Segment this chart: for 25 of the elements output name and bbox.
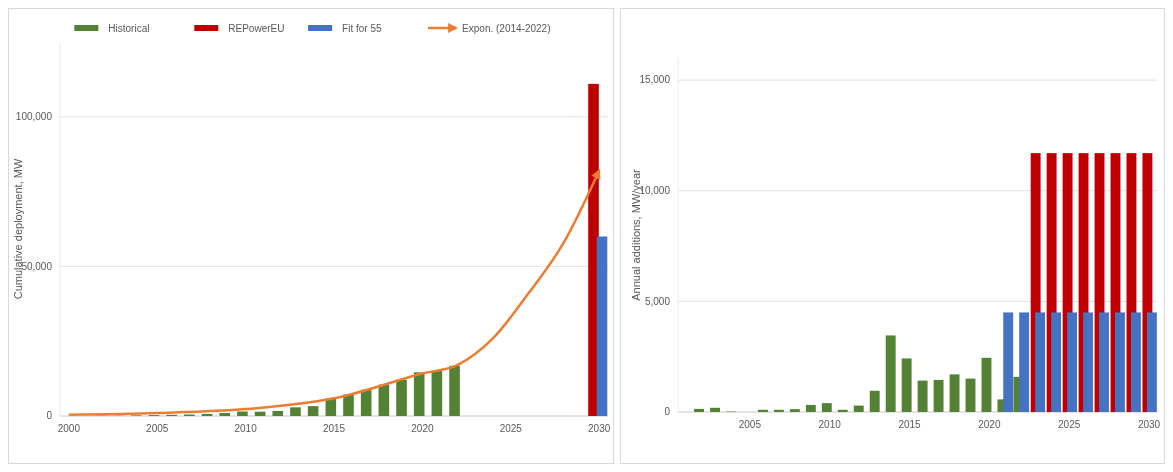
legend-label: Historical: [108, 22, 150, 34]
x-tick-label: 2015: [898, 419, 922, 430]
x-tick-label: 2025: [499, 423, 523, 434]
x-tick-label: 2005: [146, 423, 169, 434]
x-tick-label: 2030: [588, 423, 611, 434]
x-tick-label: 2020: [411, 423, 434, 434]
x-tick-label: 2000: [57, 423, 81, 434]
x-tick-label: 2010: [818, 419, 842, 430]
x-tick-label: 2010: [234, 423, 258, 434]
x-tick-label: 2005: [738, 419, 762, 430]
y-tick-label: 0: [664, 406, 671, 418]
y-tick-label: 10,000: [639, 184, 671, 196]
x-tick-label: 2015: [322, 423, 346, 434]
y-tick-label: 0: [46, 410, 53, 422]
x-tick-label: 2030: [1137, 419, 1161, 430]
legend-label: REPowerEU: [228, 22, 285, 34]
legend-label: Expon. (2014-2022): [462, 22, 551, 34]
y-tick-label: 15,000: [639, 74, 671, 86]
y-tick-label: 5,000: [644, 295, 671, 307]
x-tick-label: 2025: [1058, 419, 1081, 430]
x-tick-label: 2020: [978, 419, 1001, 430]
y-tick-label: 100,000: [15, 111, 53, 122]
y-axis-title: Annual additions, MW/year: [630, 168, 642, 301]
legend-label: Fit for 55: [342, 22, 382, 34]
y-tick-label: 50,000: [21, 260, 53, 272]
